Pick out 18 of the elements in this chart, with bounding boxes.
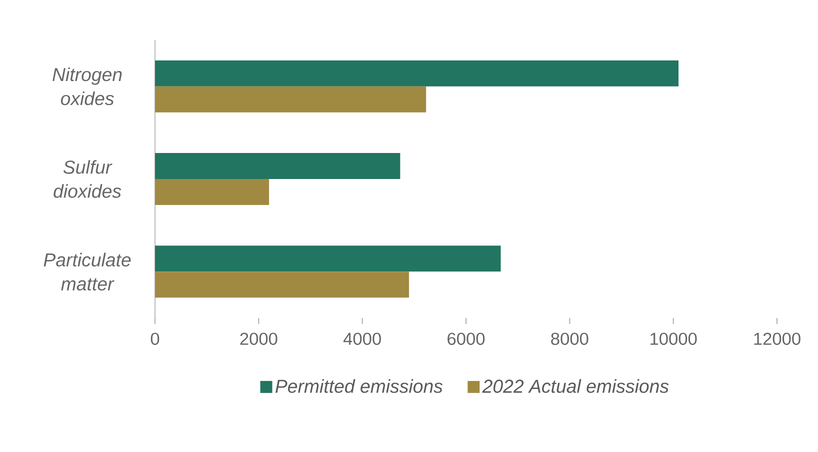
x-tick-label: 2000 <box>240 332 278 345</box>
x-tick-label: 4000 <box>343 332 381 345</box>
x-tick-label: 0 <box>150 332 160 345</box>
bar <box>155 246 501 272</box>
legend-label: 2022 Actual emissions <box>482 379 669 393</box>
x-tick-label: 8000 <box>551 332 588 345</box>
y-tick-label: Particulate matter <box>44 252 131 291</box>
bar <box>155 86 426 112</box>
bar <box>155 178 270 205</box>
legend-label: Permitted emissions <box>275 379 443 393</box>
y-tick-label: Nitrogen oxides <box>52 67 122 106</box>
bar <box>155 272 409 298</box>
y-tick-label: Sulfur dioxides <box>54 160 122 198</box>
x-tick-label: 10000 <box>650 332 697 345</box>
bar <box>155 152 400 179</box>
x-tick-label: 12000 <box>754 332 800 345</box>
bar <box>155 60 679 86</box>
x-tick-label: 6000 <box>448 332 485 345</box>
